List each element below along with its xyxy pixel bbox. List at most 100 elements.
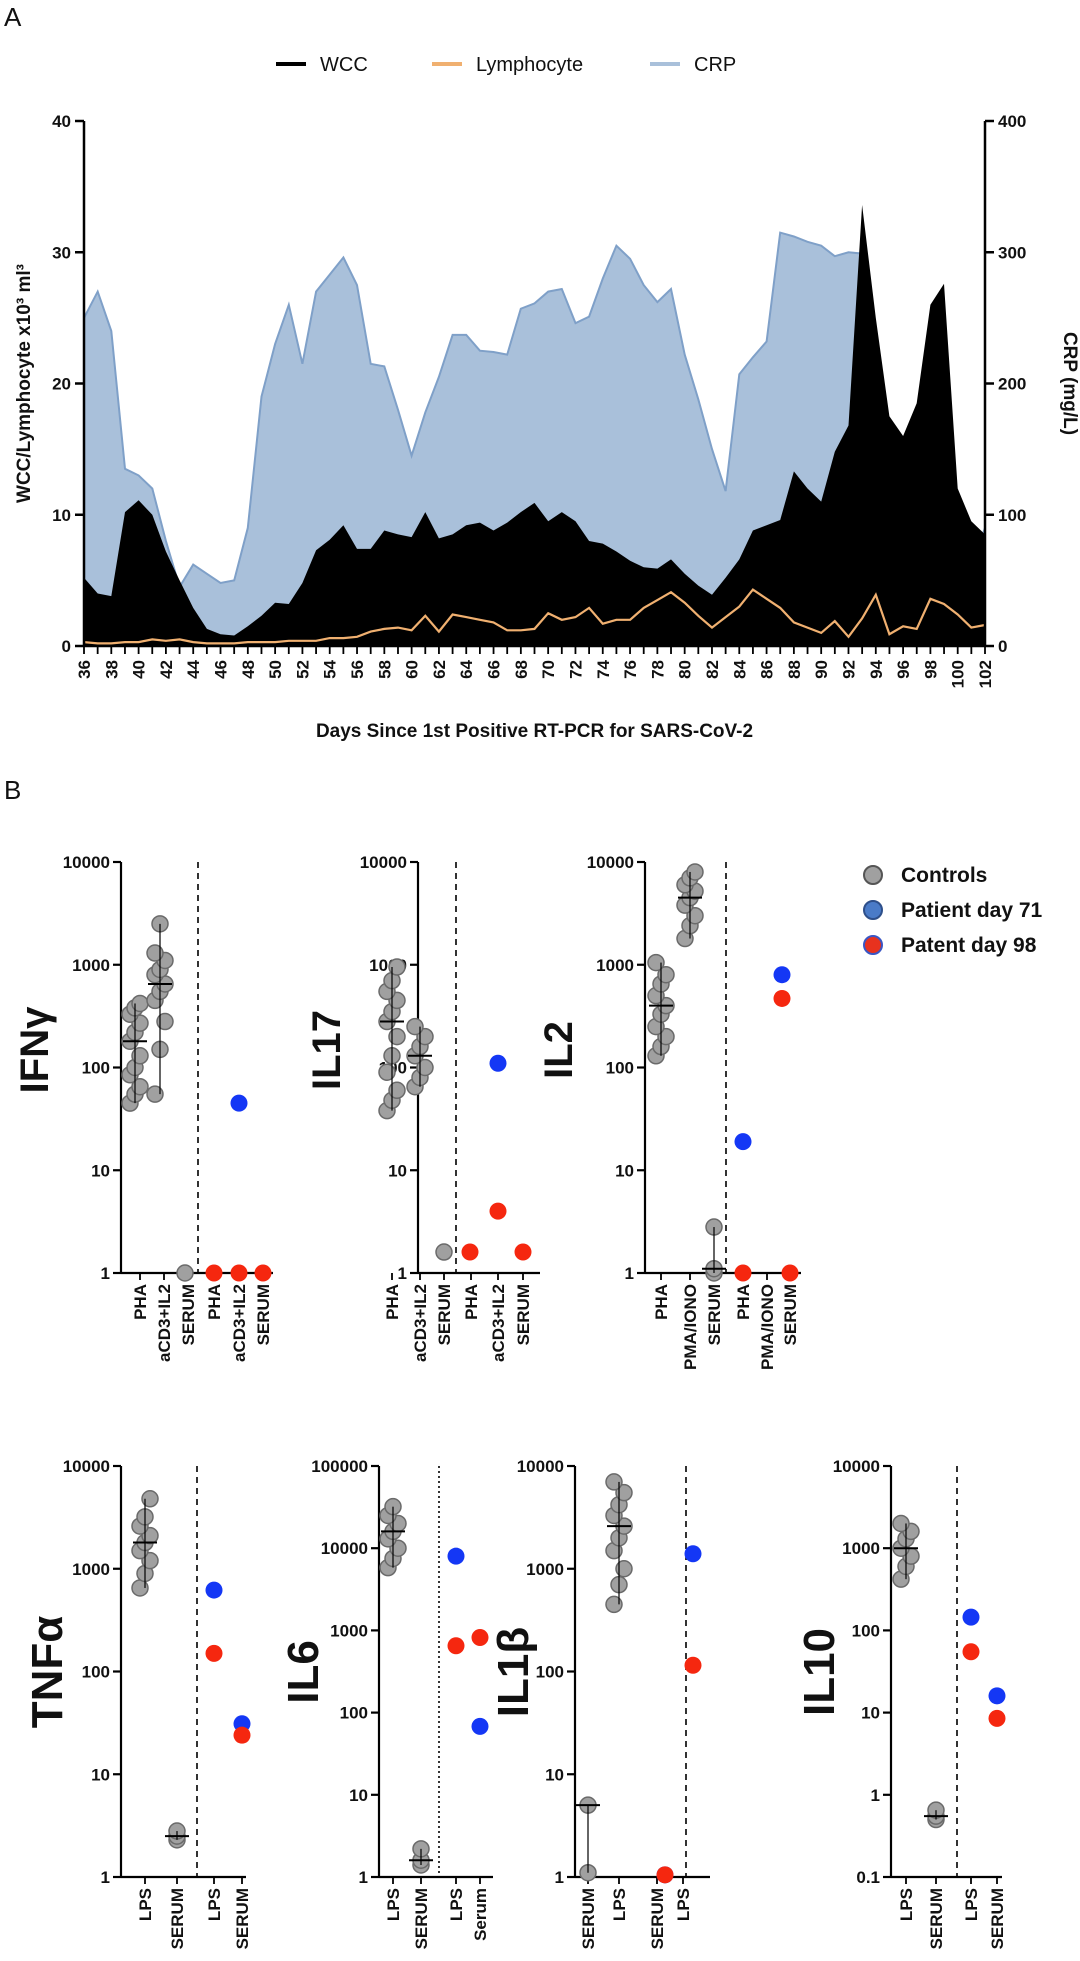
y-tick-label: 1 [398, 1264, 407, 1283]
category-label: SERUM [579, 1888, 598, 1949]
y-tick-label: 100000 [311, 1457, 368, 1476]
y-tick-label: 10 [615, 1161, 634, 1180]
y-tick-label: 1000 [72, 1560, 110, 1579]
legend-b-label: Patient day 71 [901, 899, 1043, 922]
x-tick-label: 100 [949, 660, 968, 688]
y-tick-label: 10000 [63, 853, 110, 872]
panel-il10: 0.1 1 10 100 1000 10000 LPS SERUM LPS SERUM IL10 [795, 1457, 1007, 1949]
category-label: PHA [652, 1284, 671, 1320]
day98-point [773, 989, 791, 1007]
category-label: SERUM [705, 1284, 724, 1345]
legend-b-marker [863, 865, 883, 885]
cytokine-label: IL6 [279, 1640, 328, 1704]
legend-b: Controls Patient day 71 Patent day 98 [863, 864, 1043, 957]
panel-il6: 1 10 100 1000 10000 100000 LPS SERUM LPS Serum IL6 [279, 1457, 493, 1949]
day71-point [471, 1717, 489, 1735]
x-tick-label: 84 [730, 659, 749, 678]
x-tick-label: 96 [894, 660, 913, 679]
x-tick-label: 78 [648, 660, 667, 679]
category-label: SERUM [927, 1888, 946, 1949]
panel-label-b: B [4, 775, 21, 805]
cytokine-label: IL17 [305, 1010, 349, 1090]
day98-point [205, 1644, 223, 1662]
y2-tick-label: 200 [998, 375, 1026, 394]
legend-label: Lymphocyte [476, 54, 583, 76]
x-tick-label: 76 [621, 660, 640, 679]
y-tick-label: 0.1 [856, 1868, 880, 1887]
cytokine-label: IL2 [537, 1021, 581, 1079]
y-axis-title: WCC/Lymphocyte x10³ ml³ [14, 264, 35, 503]
y-tick-label: 10000 [360, 853, 407, 872]
y-tick-label: 100 [82, 1059, 110, 1078]
category-label: SERUM [781, 1284, 800, 1345]
legend-b-label: Patent day 98 [901, 934, 1037, 957]
panel-label-a: A [4, 2, 22, 32]
x-tick-label: 94 [867, 659, 886, 678]
chart-b-panels: 1 10 100 1000 10000 PHA aCD3+IL2 SERUM PHA aCD3+I… [13, 853, 1007, 1949]
x-tick-label: 70 [539, 660, 558, 679]
y-tick-label: 30 [52, 243, 71, 262]
control-point [176, 1264, 194, 1282]
x-tick-label: 50 [266, 660, 285, 679]
control-point [892, 1514, 910, 1533]
y-tick-label: 10 [388, 1161, 407, 1180]
category-label: SERUM [648, 1888, 667, 1949]
category-label: SERUM [514, 1284, 533, 1345]
series-crp-line [83, 231, 986, 608]
category-label: PMA/IONO [681, 1284, 700, 1370]
y-tick-label: 0 [62, 637, 71, 656]
category-label: LPS [384, 1888, 403, 1921]
y-tick-label: 10 [91, 1765, 110, 1784]
control-point [686, 906, 704, 925]
day71-point [773, 966, 791, 984]
category-label: LPS [610, 1888, 629, 1921]
y-tick-label: 10000 [833, 1457, 880, 1476]
category-label: LPS [136, 1888, 155, 1921]
category-label: SERUM [254, 1284, 273, 1345]
control-point [686, 863, 704, 881]
y-tick-label: 10 [349, 1786, 368, 1805]
legend-b-label: Controls [901, 864, 987, 887]
category-label: aCD3+IL2 [411, 1284, 430, 1362]
day98-point [781, 1264, 799, 1282]
x-tick-label: 66 [485, 660, 504, 679]
day71-point [962, 1608, 980, 1626]
category-label: LPS [897, 1888, 916, 1921]
x-tick-label: 44 [184, 659, 203, 678]
x-tick-label: 80 [676, 660, 695, 679]
y-tick-label: 20 [52, 375, 71, 394]
y2-tick-label: 300 [998, 243, 1026, 262]
legend-label: WCC [320, 54, 368, 76]
control-point [657, 965, 675, 984]
y-tick-label: 10000 [587, 853, 634, 872]
day71-point [230, 1094, 248, 1112]
control-point [146, 944, 164, 962]
control-point [615, 1560, 633, 1578]
y-tick-label: 100 [852, 1621, 880, 1640]
control-point [647, 953, 665, 972]
day98-point [205, 1264, 223, 1282]
day71-point [734, 1133, 752, 1151]
control-point [131, 1579, 149, 1597]
day98-point [447, 1637, 465, 1655]
y-tick-label: 10 [545, 1765, 564, 1784]
category-label: SERUM [233, 1888, 252, 1949]
y2-axis-title: CRP (mg/L) [1059, 332, 1080, 435]
x-tick-label: 48 [239, 660, 258, 679]
y-tick-label: 1 [101, 1264, 110, 1283]
cytokine-label: IL10 [795, 1628, 844, 1716]
control-point [615, 1483, 633, 1502]
y-tick-label: 1 [555, 1868, 564, 1887]
x-tick-label: 60 [403, 660, 422, 679]
control-point [146, 1085, 164, 1103]
control-point [141, 1490, 159, 1508]
x-tick-label: 92 [839, 660, 858, 679]
x-tick-label: 88 [785, 660, 804, 679]
x-tick-label: 36 [75, 660, 94, 679]
y-tick-label: 1000 [330, 1621, 368, 1640]
day98-point [962, 1643, 980, 1661]
category-label: LPS [674, 1888, 693, 1921]
category-label: Serum [471, 1888, 490, 1941]
day98-point [684, 1656, 702, 1674]
